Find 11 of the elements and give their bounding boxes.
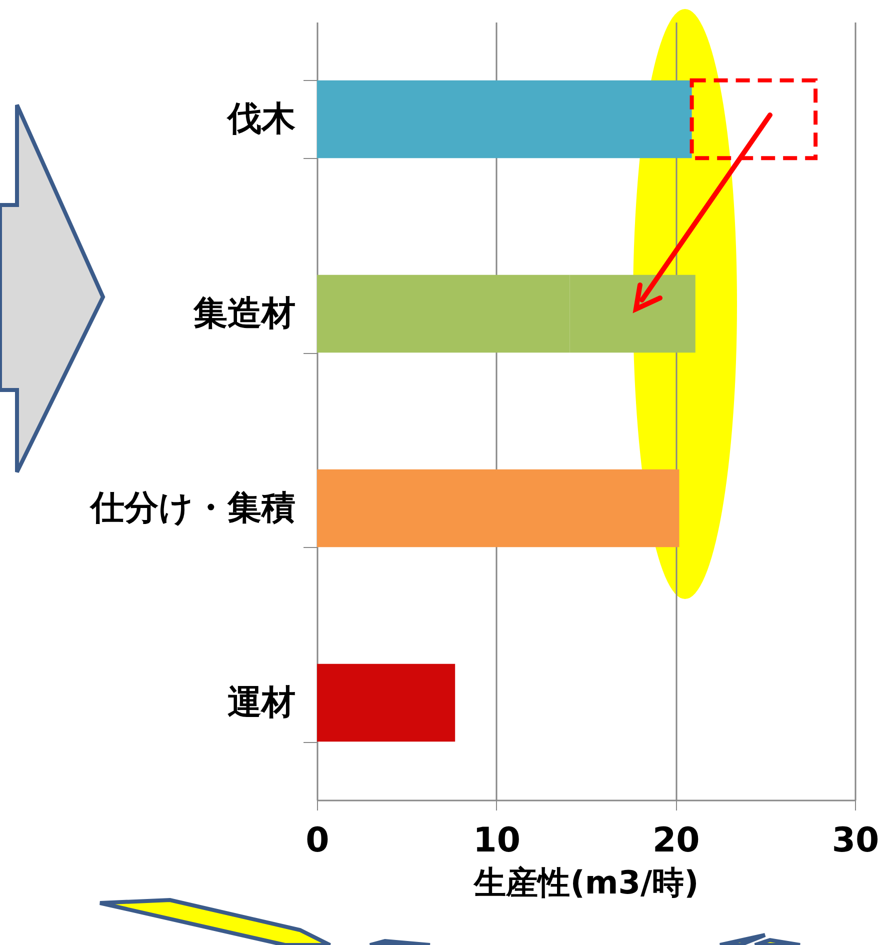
x-tick-label: 30	[832, 820, 880, 860]
y-tick-label: 仕分け・集積	[88, 488, 296, 528]
y-tick-label: 運材	[228, 682, 296, 722]
bar	[317, 664, 456, 742]
x-tick-label: 20	[652, 820, 700, 860]
y-tick-label: 伐木	[226, 98, 296, 139]
bar	[317, 469, 680, 548]
x-tick-label: 0	[306, 820, 330, 860]
y-tick-label: 集造材	[192, 293, 296, 334]
x-tick-label: 10	[473, 820, 520, 860]
x-axis-title: 生産性(m3/時)	[473, 864, 699, 902]
